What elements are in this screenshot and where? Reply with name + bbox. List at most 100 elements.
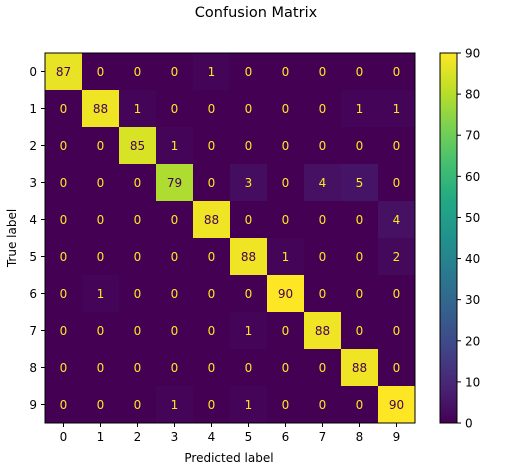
- cell-value-label: 3: [245, 176, 253, 190]
- cell-value-label: 0: [356, 250, 364, 264]
- cell-value-label: 0: [134, 324, 142, 338]
- cell-value-label: 0: [319, 250, 327, 264]
- heatmap-cell: [341, 201, 379, 239]
- colorbar-tick-label: 50: [465, 211, 480, 225]
- heatmap-cell: [230, 312, 268, 350]
- colorbar-tick-label: 10: [465, 375, 480, 389]
- cell-value-label: 0: [393, 139, 401, 153]
- cell-value-label: 0: [60, 139, 68, 153]
- cell-value-label: 0: [356, 213, 364, 227]
- heatmap-cell: [193, 238, 231, 276]
- heatmap-cell: [341, 386, 379, 424]
- heatmap-cell: [230, 275, 268, 313]
- cell-value-label: 1: [393, 102, 401, 116]
- x-tick-label: 1: [97, 430, 105, 444]
- colorbar-tick-label: 70: [465, 129, 480, 143]
- heatmap-cell: [45, 201, 83, 239]
- cell-value-label: 0: [134, 65, 142, 79]
- heatmap-cell: [45, 90, 83, 128]
- x-tick-label: 7: [319, 430, 327, 444]
- cell-value-label: 0: [393, 176, 401, 190]
- heatmap-cell: [119, 312, 157, 350]
- heatmap-cell: [341, 349, 379, 387]
- heatmap-cell: [45, 164, 83, 202]
- heatmap-cell: [341, 127, 379, 165]
- cell-value-label: 88: [93, 102, 108, 116]
- cell-value-label: 88: [352, 361, 367, 375]
- cell-value-label: 0: [171, 213, 179, 227]
- colorbar-tick-label: 0: [465, 417, 473, 431]
- heatmap-cell: [156, 201, 194, 239]
- heatmap-cell: [82, 386, 120, 424]
- cell-value-label: 5: [356, 176, 364, 190]
- cell-value-label: 0: [60, 176, 68, 190]
- y-tick-label: 7: [29, 324, 37, 338]
- heatmap-cell: [193, 164, 231, 202]
- heatmap-cell: [119, 90, 157, 128]
- heatmap-cell: [193, 201, 231, 239]
- cell-value-label: 0: [97, 65, 105, 79]
- heatmap-cell: [156, 90, 194, 128]
- heatmap-cell: [267, 349, 305, 387]
- heatmap-cell: [193, 90, 231, 128]
- heatmap-cell: [304, 275, 342, 313]
- cell-value-label: 85: [130, 139, 145, 153]
- heatmap-cell: [45, 386, 83, 424]
- cell-value-label: 0: [245, 102, 253, 116]
- cell-value-label: 0: [282, 213, 290, 227]
- cell-value-label: 0: [134, 250, 142, 264]
- cell-value-label: 0: [97, 213, 105, 227]
- heatmap-cell: [119, 238, 157, 276]
- heatmap-cell: [378, 349, 416, 387]
- y-tick-label: 5: [29, 250, 37, 264]
- heatmap-cell: [341, 164, 379, 202]
- cell-value-label: 0: [171, 102, 179, 116]
- x-tick-label: 2: [134, 430, 142, 444]
- heatmap-cell: [156, 238, 194, 276]
- cell-value-label: 0: [245, 361, 253, 375]
- heatmap-cell: [304, 201, 342, 239]
- y-tick-label: 6: [29, 287, 37, 301]
- cell-value-label: 0: [319, 65, 327, 79]
- cell-value-label: 0: [319, 287, 327, 301]
- cell-value-label: 0: [171, 287, 179, 301]
- cell-value-label: 0: [208, 139, 216, 153]
- heatmap-cell: [193, 386, 231, 424]
- heatmap-cell: [341, 275, 379, 313]
- cell-value-label: 0: [319, 213, 327, 227]
- cell-value-label: 0: [208, 398, 216, 412]
- cell-value-label: 0: [97, 361, 105, 375]
- cell-value-label: 1: [97, 287, 105, 301]
- heatmap-cell: [378, 127, 416, 165]
- heatmap-cell: [341, 312, 379, 350]
- cell-value-label: 88: [241, 250, 256, 264]
- cell-value-label: 0: [208, 176, 216, 190]
- cell-value-label: 0: [97, 398, 105, 412]
- cell-value-label: 0: [282, 324, 290, 338]
- y-tick-label: 3: [29, 176, 37, 190]
- heatmap-cell: [45, 53, 83, 91]
- heatmap-cell: [156, 127, 194, 165]
- heatmap-cell: [82, 201, 120, 239]
- cell-value-label: 1: [171, 398, 179, 412]
- heatmap-cell: [378, 312, 416, 350]
- heatmap-cell: [193, 53, 231, 91]
- cell-value-label: 0: [356, 287, 364, 301]
- heatmap-cell: [82, 164, 120, 202]
- cell-value-label: 0: [134, 176, 142, 190]
- y-tick-label: 1: [29, 102, 37, 116]
- y-tick-label: 9: [29, 398, 37, 412]
- heatmap-cell: [82, 53, 120, 91]
- heatmap-cell: [341, 53, 379, 91]
- x-tick-label: 0: [60, 430, 68, 444]
- cell-value-label: 0: [393, 324, 401, 338]
- cell-value-label: 0: [282, 139, 290, 153]
- y-tick-label: 2: [29, 139, 37, 153]
- cell-value-label: 1: [356, 102, 364, 116]
- x-tick-label: 5: [245, 430, 253, 444]
- heatmap-cell: [378, 238, 416, 276]
- heatmap-cell: [230, 90, 268, 128]
- heatmap-cell: [82, 127, 120, 165]
- cell-value-label: 90: [278, 287, 293, 301]
- cell-value-label: 88: [204, 213, 219, 227]
